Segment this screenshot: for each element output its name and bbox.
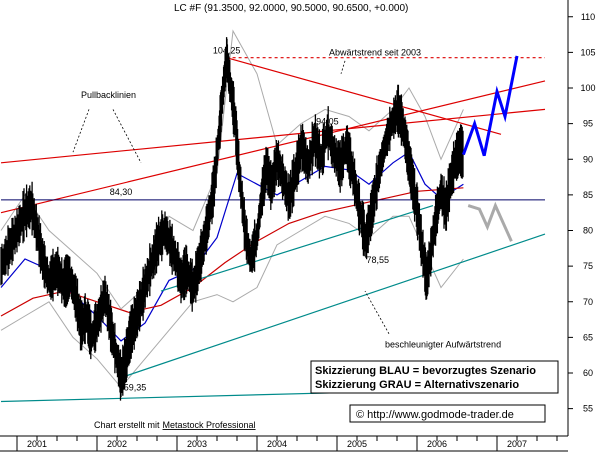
scenario-gray-path	[467, 201, 513, 242]
y-axis-grid: 556065707580859095100105110115	[568, 12, 596, 414]
y-tick-label: 70	[583, 297, 593, 307]
annotation-leader-0	[72, 109, 90, 153]
copyright-text[interactable]: © http://www.godmode-trader.de	[356, 409, 514, 421]
chart-credit: Chart erstellt mit Metastock Professional	[94, 420, 256, 430]
y-tick-label: 60	[583, 368, 593, 378]
y-tick-label: 105	[580, 47, 595, 57]
trend-line-support-4	[160, 205, 434, 292]
y-tick-label: 100	[580, 83, 595, 93]
y-tick-label: 90	[583, 154, 593, 164]
y-tick-label: 110	[581, 12, 595, 22]
legend-gray-text: Skizzierung GRAU = Alternativszenario	[315, 379, 519, 391]
trend-line-pullback-2	[0, 80, 546, 214]
legend-blue-text: Skizzierung BLAU = bevorzugtes Szenario	[315, 365, 536, 377]
x-tick-label: 2006	[427, 439, 447, 449]
y-tick-label: 95	[583, 119, 593, 129]
annotation-5: Abwärtstrend seit 2003	[329, 47, 421, 57]
indicator-line-3	[0, 215, 464, 389]
x-tick-label: 2004	[267, 439, 287, 449]
chart-title: LC #F (91.3500, 92.0000, 90.5000, 90.650…	[174, 3, 408, 14]
y-tick-label: 75	[583, 261, 593, 271]
x-tick-label: 2003	[187, 439, 207, 449]
scenario-legend: Skizzierung BLAU = bevorzugtes Szenario …	[310, 360, 559, 394]
x-tick-label: 2002	[107, 439, 127, 449]
trend-line-support-3	[120, 233, 546, 379]
annotation-3: 78,55	[367, 255, 390, 265]
annotation-1: 94,05	[316, 116, 339, 126]
godmode-trader-link[interactable]: © http://www.godmode-trader.de	[356, 409, 514, 421]
y-tick-label: 85	[583, 190, 593, 200]
trend-line-resistance-0	[226, 57, 502, 135]
chart-credit-prefix: Chart erstellt mit	[94, 420, 160, 430]
annotation-4: 59,35	[124, 383, 147, 393]
x-tick-label: 2001	[27, 439, 47, 449]
price-line	[0, 57, 464, 378]
annotation-6: Pullbacklinien	[81, 90, 136, 100]
annotation-leaders	[72, 60, 390, 334]
scenario-legend-box	[310, 360, 559, 394]
price-series	[0, 37, 464, 401]
annotation-2: 84,30	[110, 187, 133, 197]
trend-line-pullback-1	[0, 108, 546, 164]
scenario-sketches	[461, 55, 519, 242]
annotation-7: beschleunigter Aufwärtstrend	[385, 340, 501, 350]
annotation-0: 104,25	[213, 46, 241, 56]
scenario-blue-path	[461, 55, 519, 157]
metastock-link[interactable]: Metastock Professional	[163, 420, 256, 430]
annotation-leader-2	[364, 290, 390, 334]
copyright-frame	[349, 404, 546, 423]
chart-annotations: 104,25 94,05 84,30 78,55 59,35 Abwärtstrend s…	[81, 46, 501, 393]
x-tick-label: 2007	[507, 439, 527, 449]
x-axis-grid: 2001 2002 2003 2004 2005 2006 2007	[16, 436, 558, 451]
y-tick-label: 80	[583, 226, 593, 236]
copyright-box: © http://www.godmode-trader.de	[349, 404, 546, 423]
y-tick-label: 55	[583, 404, 593, 414]
x-tick-label: 2005	[347, 439, 367, 449]
y-tick-label: 65	[583, 332, 593, 342]
